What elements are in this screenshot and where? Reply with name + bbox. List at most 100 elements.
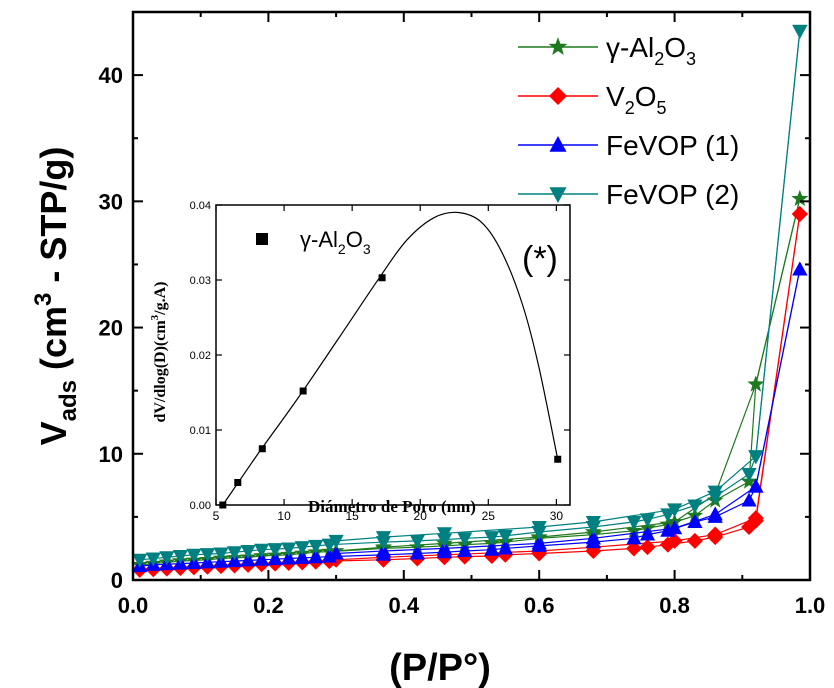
data-point: [267, 551, 283, 566]
y-tick-label: 20: [99, 316, 123, 341]
legend-label: FeVOP (2): [606, 179, 739, 210]
inset-chart: 5 10 15 20 25 30 0.00 0.01 0.02 0.03 0.04 Diámetro…: [149, 200, 571, 523]
data-point: [294, 549, 310, 564]
data-point: [639, 513, 656, 528]
data-point: [686, 532, 703, 549]
main-axis-ticks: 0.0 0.2 0.4 0.6 0.8 1.0 0 10 20 30 40: [99, 12, 825, 618]
data-point: [281, 550, 297, 565]
data-point: [585, 515, 601, 530]
data-point: [240, 552, 256, 567]
data-point: [132, 553, 148, 568]
data-point: [294, 541, 310, 556]
data-point: [639, 526, 656, 541]
legend-label: γ-Al2O3: [606, 32, 696, 69]
data-point: [791, 205, 808, 222]
data-point: [792, 24, 808, 39]
series-3: [132, 24, 808, 568]
inset-x-tick-label: 5: [213, 509, 220, 523]
data-point: [172, 550, 188, 565]
inset-background: [216, 205, 570, 505]
inset-y-tick-label: 0.03: [190, 275, 211, 287]
data-point: [747, 375, 765, 392]
y-axis-title: Vads (cm3 - STP/g): [30, 147, 82, 446]
inset-annotation: (*): [522, 240, 558, 278]
data-point: [213, 547, 229, 562]
data-point: [308, 539, 324, 554]
inset-x-tick-label: 30: [550, 509, 564, 523]
inset-x-tick-label: 20: [414, 509, 428, 523]
legend-item: FeVOP (2): [518, 179, 739, 210]
data-point: [375, 531, 392, 546]
data-point: [625, 522, 643, 538]
legend-label: FeVOP (1): [606, 130, 739, 161]
data-point: [748, 450, 764, 465]
inset-data-point: [234, 479, 242, 486]
data-point: [741, 467, 757, 482]
legend-item: V2O5: [518, 81, 667, 118]
data-point: [639, 539, 656, 556]
inset-x-tick-label: 10: [277, 509, 291, 523]
data-point: [457, 532, 473, 547]
data-point: [626, 515, 642, 530]
data-point: [409, 545, 425, 560]
data-point: [585, 530, 601, 545]
data-point: [436, 527, 453, 542]
inset-data-point: [554, 455, 562, 463]
legend-marker: [549, 87, 567, 105]
inset-y-tick-label: 0.01: [190, 425, 211, 437]
data-point: [707, 485, 723, 500]
data-point: [497, 540, 513, 555]
data-point: [409, 534, 425, 549]
data-point: [186, 548, 202, 563]
data-point: [791, 190, 809, 206]
data-point: [667, 520, 683, 535]
data-point: [328, 534, 344, 549]
data-point: [159, 551, 175, 566]
data-point: [457, 542, 473, 557]
inset-legend-label: γ-Al2O3: [300, 227, 371, 257]
inset-data-point: [258, 445, 266, 453]
data-point: [531, 535, 547, 550]
x-tick-label: 0.4: [389, 593, 420, 618]
inset-y-tick-label: 0.02: [190, 350, 211, 362]
data-point: [625, 540, 642, 557]
data-point: [199, 548, 216, 563]
x-tick-label: 0.6: [524, 593, 555, 618]
data-point: [254, 543, 270, 558]
y-tick-label: 0: [111, 568, 123, 593]
data-point: [687, 513, 703, 528]
data-point: [626, 530, 642, 545]
data-point: [748, 478, 764, 493]
x-tick-label: 0.8: [659, 593, 690, 618]
y-tick-label: 30: [99, 189, 123, 214]
legend-item: FeVOP (1): [518, 130, 739, 161]
data-point: [666, 532, 683, 549]
data-point: [741, 492, 757, 507]
inset-data-point: [299, 387, 307, 395]
data-point: [226, 546, 243, 561]
legend-marker: [548, 37, 568, 55]
data-point: [687, 499, 703, 514]
inset-legend-marker: [256, 233, 268, 245]
inset-fit-curve: [222, 211, 559, 506]
legend-item: γ-Al2O3: [518, 32, 696, 69]
inset-y-tick-label: 0.00: [190, 500, 211, 512]
inset-x-tick-label: 15: [345, 509, 359, 523]
data-point: [667, 503, 683, 518]
x-axis-title: (P/P°): [389, 647, 491, 688]
data-point: [281, 542, 297, 557]
inset-y-tick-label: 0.04: [190, 200, 211, 212]
data-point: [707, 526, 724, 543]
inset-x-tick-label: 25: [482, 509, 496, 523]
legend-label: V2O5: [606, 81, 667, 118]
data-point: [792, 261, 808, 276]
x-tick-label: 0.0: [118, 593, 149, 618]
y-tick-label: 40: [99, 63, 123, 88]
data-point: [484, 531, 500, 546]
data-point: [747, 510, 764, 527]
data-point: [254, 551, 270, 566]
data-point: [308, 549, 324, 564]
data-point: [267, 543, 283, 558]
inset-axis-ticks: 5 10 15 20 25 30 0.00 0.01 0.02 0.03 0.04: [190, 200, 570, 523]
